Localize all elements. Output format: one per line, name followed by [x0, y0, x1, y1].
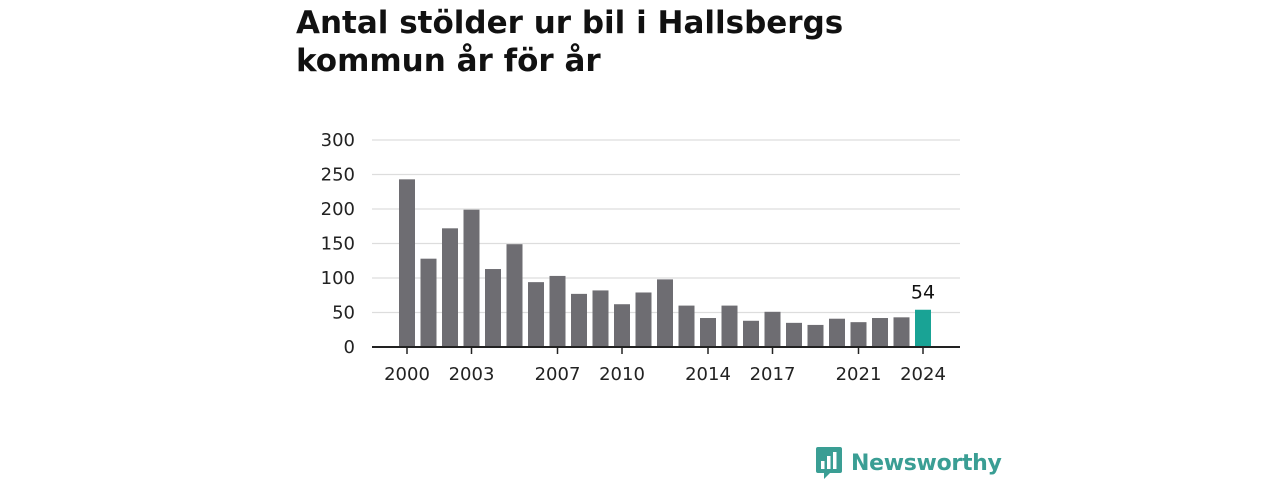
bar [442, 228, 458, 347]
axes [372, 346, 960, 354]
bar [678, 305, 695, 347]
bar [807, 324, 824, 347]
y-tick-label: 200 [321, 199, 355, 220]
bar [872, 318, 888, 347]
x-tick-label: 2021 [836, 364, 882, 385]
y-tick-label: 100 [321, 268, 355, 289]
bar [721, 305, 738, 347]
y-tick-label: 50 [332, 303, 355, 324]
bar [743, 320, 759, 347]
y-tick-label: 300 [321, 130, 355, 151]
bar [700, 318, 716, 347]
y-tick-label: 150 [321, 234, 355, 255]
bar [850, 322, 867, 347]
y-tick-label: 250 [321, 165, 355, 186]
bar [592, 290, 609, 347]
chart-title: Antal stölder ur bil i Hallsbergs kommun… [296, 5, 844, 79]
bar [549, 275, 566, 347]
bar [528, 282, 544, 347]
bar [829, 318, 845, 347]
x-tick-label: 2010 [599, 364, 645, 385]
bar [571, 293, 587, 347]
newsworthy-logo-icon [816, 447, 842, 479]
bar [657, 279, 673, 347]
bar [786, 322, 802, 347]
bar [506, 244, 523, 347]
labels: 0 50 100 150 200 250 300 2000 2003 2007 2010 2014 20… [321, 130, 946, 385]
bar [764, 311, 781, 347]
x-tick-label: 2024 [900, 364, 946, 385]
bars [399, 179, 931, 347]
brand-name: Newsworthy [851, 450, 1002, 476]
x-tick-label: 2003 [449, 364, 495, 385]
data-label: 54 [911, 282, 935, 304]
newsworthy-brand: Newsworthy [815, 446, 1002, 480]
x-tick-label: 2007 [535, 364, 581, 385]
bar [399, 179, 415, 347]
bar [485, 269, 501, 347]
x-tick-label: 2017 [750, 364, 796, 385]
bar [893, 317, 910, 347]
bar [614, 304, 630, 347]
bar [420, 258, 437, 347]
bar [635, 292, 652, 347]
x-tick-label: 2014 [685, 364, 731, 385]
bar [463, 209, 480, 347]
x-tick-label: 2000 [384, 364, 430, 385]
bar-highlight [915, 309, 931, 347]
y-tick-label: 0 [344, 337, 355, 358]
